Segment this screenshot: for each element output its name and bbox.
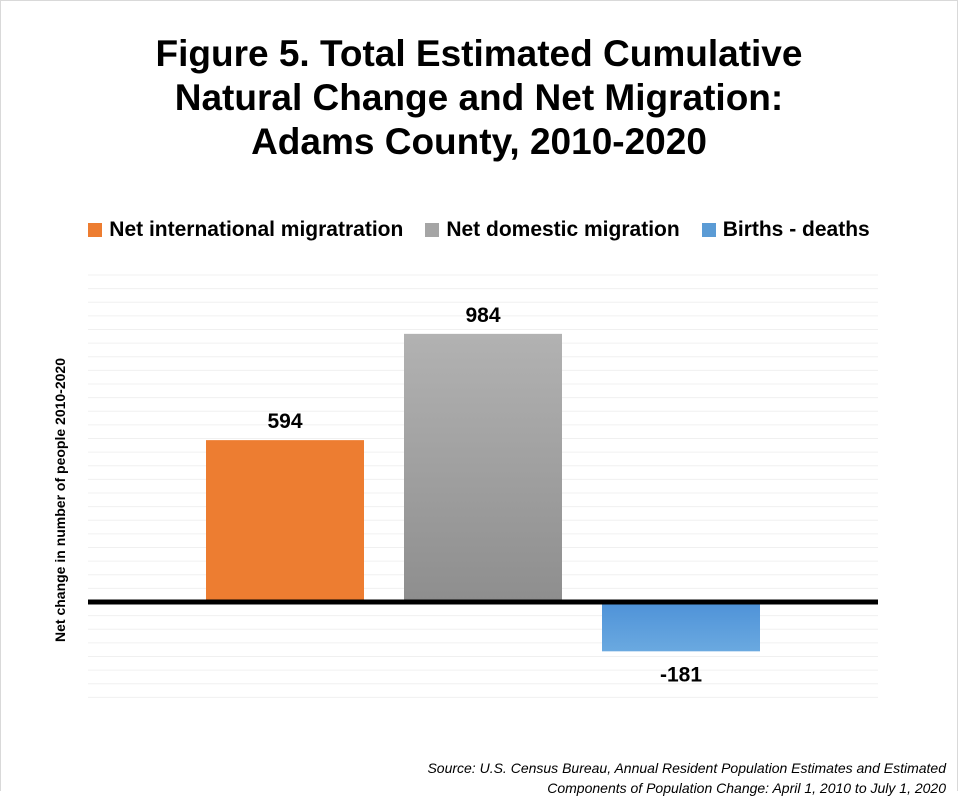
source-note: Source: U.S. Census Bureau, Annual Resid…	[427, 758, 946, 798]
bar-3	[602, 602, 760, 652]
legend-item-international: Net international migratration	[88, 218, 403, 242]
chart-title-line-3: Adams County, 2010-2020	[251, 121, 707, 162]
legend-label-natural: Births - deaths	[722, 218, 870, 241]
source-line-2: Components of Population Change: April 1…	[547, 780, 946, 796]
legend-item-natural: Births - deaths	[701, 218, 870, 242]
data-label-2: 984	[465, 304, 500, 327]
legend-label-domestic: Net domestic migration	[446, 218, 680, 241]
legend-swatch-natural	[701, 223, 716, 237]
legend-label-international: Net international migratration	[109, 218, 404, 241]
legend-item-domestic: Net domestic migration	[425, 218, 680, 242]
bars	[206, 333, 760, 652]
legend-swatch-international	[88, 223, 103, 237]
data-labels: 594 984 -181	[267, 304, 702, 686]
data-label-3: -181	[660, 663, 702, 686]
source-line-1: Source: U.S. Census Bureau, Annual Resid…	[427, 760, 946, 776]
chart-legend: Net international migratration Net domes…	[0, 217, 958, 243]
legend-swatch-domestic	[425, 223, 440, 237]
chart-title-line-2: Natural Change and Net Migration:	[174, 77, 784, 118]
chart-title: Figure 5. Total Estimated Cumulative Nat…	[0, 32, 958, 164]
bar-2	[404, 333, 562, 602]
data-label-1: 594	[267, 410, 302, 433]
bar-1	[206, 440, 364, 602]
chart-title-line-1: Figure 5. Total Estimated Cumulative	[155, 33, 803, 74]
